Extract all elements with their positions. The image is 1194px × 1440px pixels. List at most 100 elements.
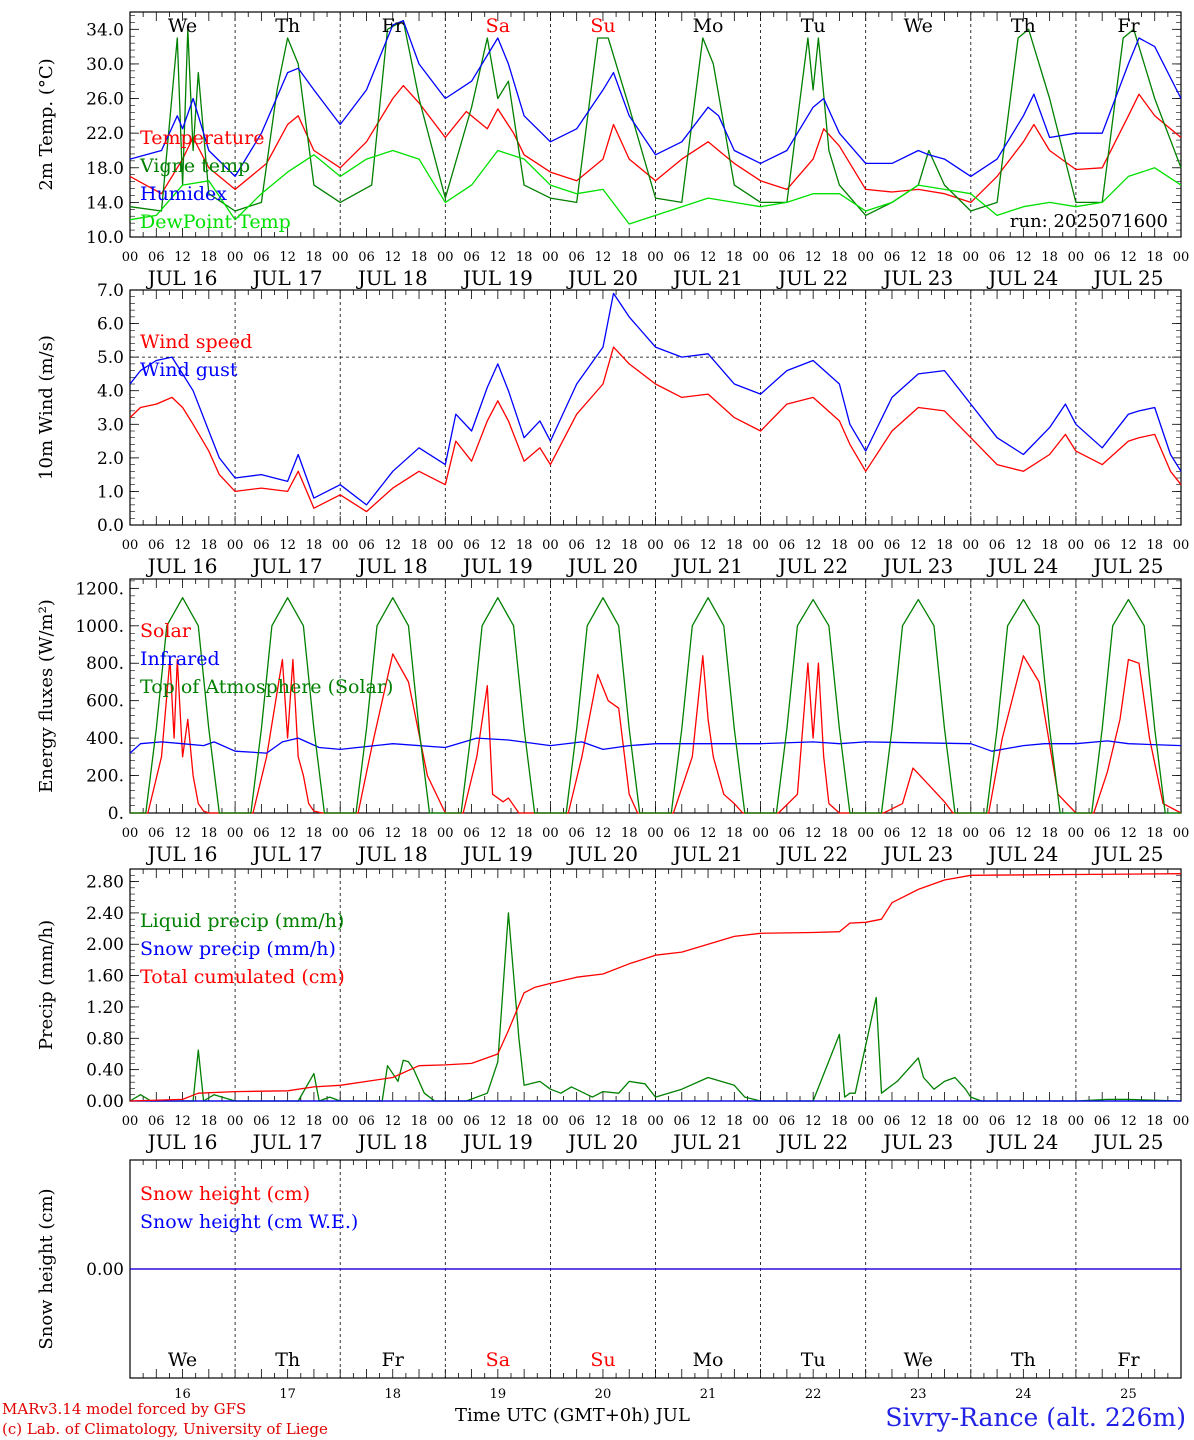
- x-hour-label: 12: [174, 826, 191, 841]
- x-hour-label: 18: [1146, 250, 1163, 265]
- x-hour-label: 00: [227, 250, 244, 265]
- x-hour-label: 18: [1146, 538, 1163, 553]
- x-hour-label: 18: [516, 826, 533, 841]
- y-axis-label: Energy fluxes (W/m²): [36, 599, 57, 793]
- x-hour-label: 18: [1146, 826, 1163, 841]
- weekday-label: Tu: [801, 15, 826, 37]
- y-tick-label: 1.0: [97, 482, 124, 502]
- x-hour-label: 00: [227, 538, 244, 553]
- x-date-label: JUL 20: [566, 266, 638, 290]
- x-date-label: JUL 25: [1091, 842, 1163, 866]
- x-hour-label: 06: [989, 826, 1006, 841]
- x-hour-label: 18: [411, 1114, 428, 1129]
- x-date-label: JUL 23: [881, 842, 953, 866]
- x-hour-label: 12: [700, 826, 717, 841]
- weekday-label: We: [904, 15, 933, 37]
- x-hour-label: 18: [201, 538, 218, 553]
- weekday-label: Sa: [486, 1349, 510, 1371]
- x-date-label: JUL 17: [251, 554, 323, 578]
- x-hour-label: 00: [857, 250, 874, 265]
- x-hour-label: 00: [1068, 1114, 1085, 1129]
- legend-entry: Liquid precip (mm/h): [140, 910, 344, 932]
- x-hour-label: 12: [490, 826, 507, 841]
- x-hour-label: 06: [779, 538, 796, 553]
- x-hour-label: 18: [621, 250, 638, 265]
- panel-1: 10.0 14.0 18.0 22.0 26.0 30.0 34.0 2m Temp. (°C…: [36, 11, 1189, 290]
- x-hour-label: 12: [700, 250, 717, 265]
- x-hour-label: 06: [779, 1114, 796, 1129]
- x-hour-label: 06: [779, 826, 796, 841]
- y-tick-label: 800.: [86, 654, 124, 674]
- weekday-label: We: [168, 15, 197, 37]
- x-hour-label: 00: [437, 538, 454, 553]
- x-hour-label: 18: [411, 826, 428, 841]
- x-date-label: JUL 23: [881, 1130, 953, 1154]
- weekday-label: Th: [1011, 15, 1036, 37]
- x-hour-label: 06: [568, 538, 585, 553]
- y-axis-label: 10m Wind (m/s): [36, 335, 57, 480]
- x-hour-label: 00: [647, 1114, 664, 1129]
- x-hour-label: 18: [1041, 826, 1058, 841]
- x-hour-label: 18: [306, 826, 323, 841]
- x-hour-label: 00: [542, 250, 559, 265]
- x-hour-label: 00: [332, 250, 349, 265]
- station-label: Sivry-Rance (alt. 226m): [885, 1403, 1186, 1432]
- x-hour-label: 00: [752, 1114, 769, 1129]
- x-hour-label: 12: [1120, 250, 1137, 265]
- x-hour-label: 06: [463, 1114, 480, 1129]
- x-hour-label: 18: [1041, 538, 1058, 553]
- series-line-wind-speed: [129, 346, 1182, 513]
- x-hour-label: 00: [857, 826, 874, 841]
- weekday-label: Fr: [1117, 1349, 1140, 1371]
- x-date-label: JUL 23: [881, 266, 953, 290]
- legend-entry: Wind speed: [140, 331, 252, 353]
- day-number-label: 22: [805, 1387, 822, 1402]
- x-hour-label: 00: [122, 1114, 139, 1129]
- x-hour-label: 12: [279, 538, 296, 553]
- legend-entry: Snow precip (mm/h): [140, 938, 336, 960]
- x-hour-label: 06: [148, 250, 165, 265]
- x-hour-label: 06: [674, 538, 691, 553]
- x-hour-label: 12: [279, 250, 296, 265]
- x-hour-label: 00: [437, 826, 454, 841]
- x-hour-label: 12: [174, 250, 191, 265]
- x-hour-label: 12: [910, 826, 927, 841]
- weekday-label: Su: [590, 1349, 615, 1371]
- x-hour-label: 06: [884, 1114, 901, 1129]
- series-line-liquid-precip-mm-h: [129, 912, 1182, 1102]
- x-hour-label: 12: [1015, 1114, 1032, 1129]
- y-tick-label: 34.0: [86, 20, 124, 40]
- x-hour-label: 12: [1015, 826, 1032, 841]
- x-date-label: JUL 24: [986, 554, 1058, 578]
- x-hour-label: 12: [805, 826, 822, 841]
- x-hour-label: 06: [1094, 1114, 1111, 1129]
- x-hour-label: 18: [1146, 1114, 1163, 1129]
- x-date-label: JUL 22: [776, 842, 848, 866]
- x-hour-label: 00: [1068, 538, 1085, 553]
- x-hour-label: 18: [831, 826, 848, 841]
- y-tick-label: 10.0: [86, 228, 124, 248]
- y-tick-label: 200.: [86, 767, 124, 787]
- x-hour-label: 18: [831, 1114, 848, 1129]
- day-number-label: 20: [595, 1387, 612, 1402]
- x-date-label: JUL 18: [356, 266, 428, 290]
- series-line-temperature: [129, 84, 1182, 204]
- x-hour-label: 06: [1094, 538, 1111, 553]
- x-hour-label: 12: [1120, 826, 1137, 841]
- x-hour-label: 06: [568, 250, 585, 265]
- day-number-label: 24: [1015, 1387, 1032, 1402]
- weekday-label: Tu: [801, 1349, 826, 1371]
- x-date-label: JUL 25: [1091, 1130, 1163, 1154]
- x-hour-label: 12: [490, 1114, 507, 1129]
- y-tick-label: 22.0: [86, 124, 124, 144]
- y-tick-label: 5.0: [97, 348, 124, 368]
- x-hour-label: 06: [1094, 826, 1111, 841]
- legend-entry: DewPoint Temp: [140, 211, 291, 233]
- x-hour-label: 00: [1068, 826, 1085, 841]
- x-hour-label: 18: [936, 250, 953, 265]
- x-hour-label: 12: [595, 538, 612, 553]
- x-date-label: JUL 24: [986, 266, 1058, 290]
- x-hour-label: 18: [936, 826, 953, 841]
- x-hour-label: 06: [358, 250, 375, 265]
- y-tick-label: 0.0: [97, 516, 124, 536]
